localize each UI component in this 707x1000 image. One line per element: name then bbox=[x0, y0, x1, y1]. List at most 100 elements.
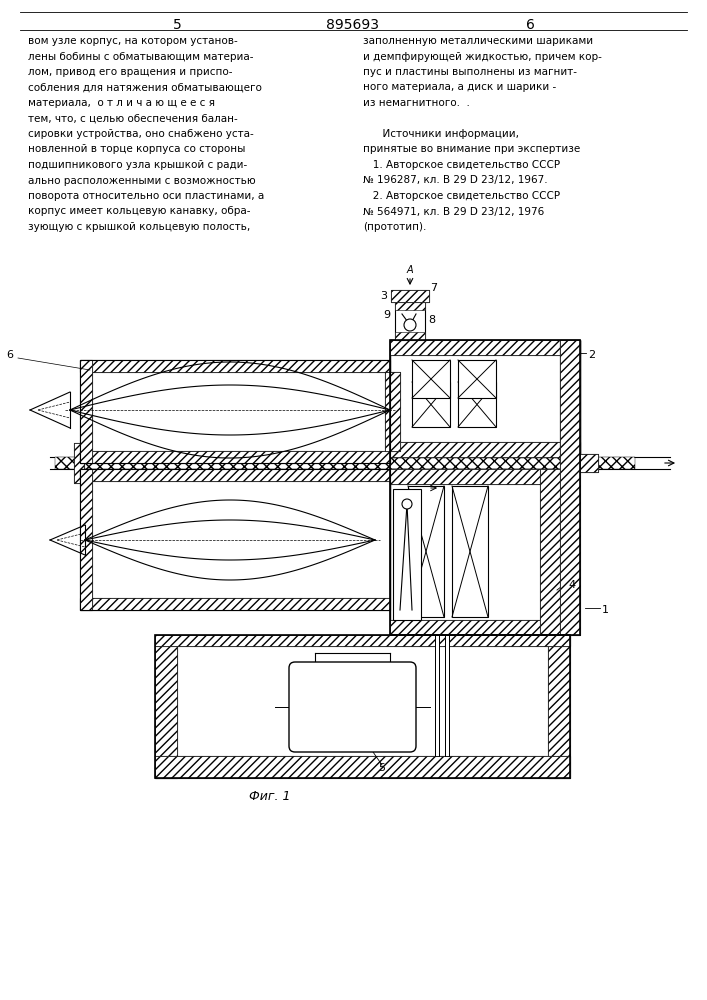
Bar bbox=[80, 469, 390, 610]
Text: вом узле корпус, на котором установ-: вом узле корпус, на котором установ- bbox=[28, 36, 238, 46]
Text: 5: 5 bbox=[173, 18, 182, 32]
Text: подшипникового узла крышкой с ради-: подшипникового узла крышкой с ради- bbox=[28, 160, 247, 170]
Text: 8: 8 bbox=[428, 315, 435, 325]
Bar bbox=[390, 469, 560, 484]
Text: новленной в торце корпуса со стороны: новленной в торце корпуса со стороны bbox=[28, 144, 245, 154]
Bar bbox=[390, 442, 580, 457]
Bar bbox=[560, 340, 580, 457]
Bar bbox=[390, 620, 560, 635]
Bar bbox=[540, 469, 560, 635]
Text: собления для натяжения обматывающего: собления для натяжения обматывающего bbox=[28, 83, 262, 93]
Text: A: A bbox=[407, 265, 414, 275]
Text: тем, что, с целью обеспечения балан-: тем, что, с целью обеспечения балан- bbox=[28, 113, 238, 123]
Text: ного материала, а диск и шарики -: ного материала, а диск и шарики - bbox=[363, 83, 556, 93]
Bar bbox=[390, 340, 580, 457]
Bar bbox=[80, 469, 390, 481]
Bar bbox=[458, 382, 496, 427]
Text: Источники информации,: Источники информации, bbox=[363, 129, 519, 139]
Bar bbox=[435, 635, 439, 756]
Bar bbox=[155, 635, 177, 778]
Bar bbox=[80, 469, 92, 610]
Bar bbox=[385, 372, 400, 451]
Bar bbox=[548, 635, 570, 778]
Text: 7: 7 bbox=[430, 283, 437, 293]
Bar bbox=[155, 756, 570, 778]
Text: № 564971, кл. В 29 D 23/12, 1976: № 564971, кл. В 29 D 23/12, 1976 bbox=[363, 207, 544, 217]
Bar bbox=[390, 340, 580, 635]
Text: 1. Авторское свидетельство СССР: 1. Авторское свидетельство СССР bbox=[363, 160, 560, 170]
Text: ально расположенными с возможностью: ально расположенными с возможностью bbox=[28, 176, 256, 186]
Bar bbox=[391, 290, 429, 302]
Bar bbox=[408, 486, 444, 617]
Bar bbox=[390, 340, 408, 457]
Text: материала,  о т л и ч а ю щ е е с я: материала, о т л и ч а ю щ е е с я bbox=[28, 98, 215, 108]
Text: 895693: 895693 bbox=[327, 18, 380, 32]
Text: принятые во внимание при экспертизе: принятые во внимание при экспертизе bbox=[363, 144, 580, 154]
Bar bbox=[395, 332, 425, 340]
Bar bbox=[458, 360, 496, 398]
Bar bbox=[80, 469, 92, 610]
Bar bbox=[390, 469, 408, 510]
Bar bbox=[560, 340, 580, 457]
Bar bbox=[155, 635, 570, 778]
Bar bbox=[390, 620, 560, 635]
Bar bbox=[80, 360, 390, 372]
Bar bbox=[560, 340, 580, 635]
Text: лены бобины с обматывающим материа-: лены бобины с обматывающим материа- bbox=[28, 51, 254, 62]
Bar bbox=[412, 382, 450, 427]
Bar bbox=[445, 635, 449, 756]
Text: лом, привод его вращения и приспо-: лом, привод его вращения и приспо- bbox=[28, 67, 233, 77]
Circle shape bbox=[404, 319, 416, 331]
Text: корпус имеет кольцевую канавку, обра-: корпус имеет кольцевую канавку, обра- bbox=[28, 207, 250, 217]
Text: поворота относительно оси пластинами, а: поворота относительно оси пластинами, а bbox=[28, 191, 264, 201]
Circle shape bbox=[402, 499, 412, 509]
Bar bbox=[80, 360, 92, 463]
Bar bbox=[412, 360, 450, 398]
Text: 9: 9 bbox=[383, 310, 390, 320]
Bar bbox=[80, 598, 390, 610]
Text: сировки устройства, оно снабжено уста-: сировки устройства, оно снабжено уста- bbox=[28, 129, 254, 139]
Bar bbox=[80, 469, 390, 481]
Bar bbox=[390, 469, 560, 635]
FancyBboxPatch shape bbox=[289, 662, 416, 752]
Bar bbox=[80, 451, 390, 463]
Bar bbox=[55, 457, 635, 469]
Text: из немагнитного.  .: из немагнитного. . bbox=[363, 98, 470, 108]
Bar bbox=[560, 340, 580, 635]
Bar bbox=[155, 635, 570, 646]
Bar bbox=[452, 486, 488, 617]
Bar bbox=[155, 635, 570, 646]
Text: пус и пластины выполнены из магнит-: пус и пластины выполнены из магнит- bbox=[363, 67, 577, 77]
Bar bbox=[391, 290, 429, 302]
Bar bbox=[80, 360, 92, 463]
Text: 2. Авторское свидетельство СССР: 2. Авторское свидетельство СССР bbox=[363, 191, 560, 201]
Bar bbox=[390, 340, 408, 457]
Bar bbox=[80, 451, 390, 463]
Text: зующую с крышкой кольцевую полость,: зующую с крышкой кольцевую полость, bbox=[28, 222, 250, 232]
Bar bbox=[155, 635, 177, 778]
Bar bbox=[580, 454, 598, 472]
Text: заполненную металлическими шариками: заполненную металлическими шариками bbox=[363, 36, 593, 46]
Text: 6: 6 bbox=[6, 350, 13, 360]
Bar bbox=[580, 454, 598, 472]
Text: № 196287, кл. В 29 D 23/12, 1967.: № 196287, кл. В 29 D 23/12, 1967. bbox=[363, 176, 548, 186]
Bar bbox=[395, 302, 425, 340]
Bar bbox=[74, 443, 84, 483]
Bar bbox=[390, 340, 580, 355]
Text: 6: 6 bbox=[525, 18, 534, 32]
Text: 2: 2 bbox=[588, 350, 595, 360]
Bar bbox=[393, 489, 421, 620]
Bar bbox=[390, 340, 580, 355]
Text: 1: 1 bbox=[602, 605, 609, 615]
Text: 5: 5 bbox=[378, 763, 385, 773]
Bar bbox=[390, 442, 580, 457]
Bar bbox=[74, 443, 84, 483]
Bar bbox=[80, 598, 390, 610]
Text: Фиг. 1: Фиг. 1 bbox=[250, 790, 291, 803]
Text: 4: 4 bbox=[568, 580, 575, 590]
Text: 3: 3 bbox=[380, 291, 387, 301]
Bar bbox=[385, 372, 400, 451]
Bar bbox=[540, 469, 560, 635]
Bar bbox=[390, 469, 408, 510]
Bar bbox=[395, 302, 425, 310]
